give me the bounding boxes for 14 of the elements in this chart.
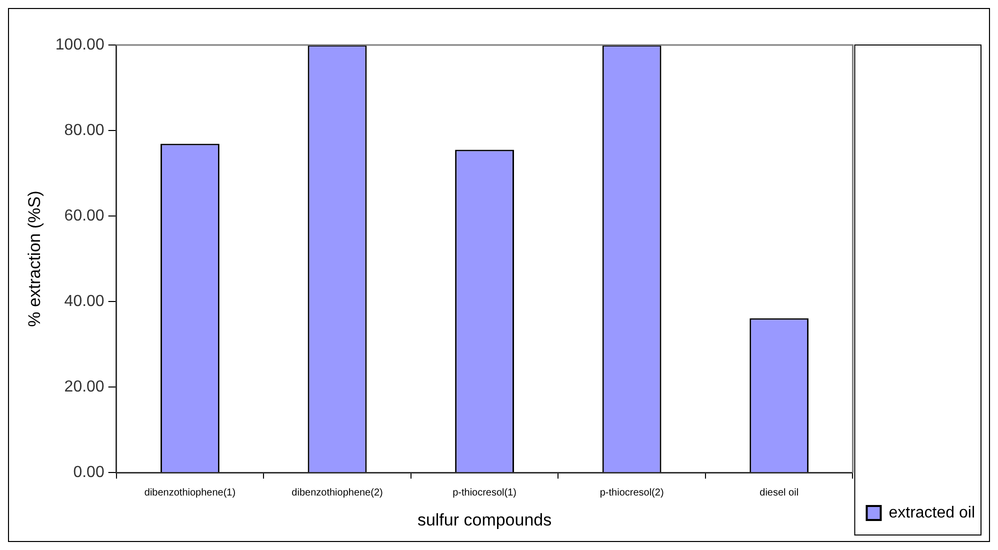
y-axis-title: % extraction (%S) [24,190,44,327]
y-tick-label: 100.00 [55,36,104,54]
x-tick-label: diesel oil [760,487,799,498]
legend-label: extracted oil [888,504,975,522]
x-axis-title: sulfur compounds [417,510,552,530]
y-tick-label: 80.00 [64,122,104,139]
x-tick-label: dibenzothiophene(2) [292,487,383,498]
x-tick-label: p-thiocresol(1) [452,487,516,498]
y-tick-label: 40.00 [64,292,104,310]
y-tick-label: 0.00 [73,464,104,482]
y-tick-label: 20.00 [64,378,104,396]
x-tick-label: p-thiocresol(2) [600,487,664,498]
y-tick-label: 60.00 [64,207,104,224]
x-tick-label: dibenzothiophene(1) [144,487,236,498]
